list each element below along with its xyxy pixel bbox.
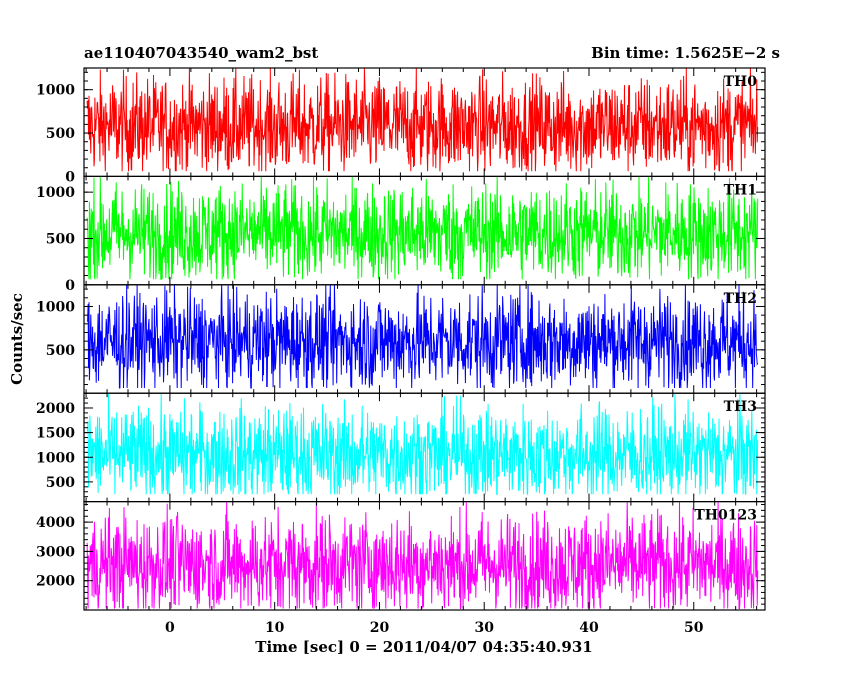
x-tick-label: 50	[684, 620, 704, 636]
y-tick-label: 1000	[36, 450, 75, 466]
panel-label-th1: TH1	[724, 182, 757, 198]
y-tick-label: 1000	[36, 83, 75, 99]
series-line-th3	[86, 393, 759, 496]
y-tick-label: 2000	[36, 574, 75, 590]
y-tick-label: 500	[46, 126, 75, 142]
y-tick-label: 500	[46, 231, 75, 247]
chart-title-left: ae110407043540_wam2_bst	[84, 44, 319, 62]
y-tick-label: 4000	[36, 515, 75, 531]
y-tick-label: 1500	[36, 426, 75, 442]
x-tick-label: 30	[474, 620, 494, 636]
panel-frame-th0123	[83, 501, 766, 611]
series-line-th0123	[86, 501, 759, 609]
x-axis-label: Time [sec] 0 = 2011/04/07 04:35:40.931	[255, 638, 593, 656]
panel-label-th3: TH3	[724, 399, 757, 415]
x-tick-label: 20	[370, 620, 390, 636]
x-tick-label: 10	[265, 620, 285, 636]
chart-title-right: Bin time: 1.5625E−2 s	[591, 44, 780, 62]
y-tick-label: 500	[46, 343, 75, 359]
y-tick-label: 500	[46, 475, 75, 491]
panel-label-th0: TH0	[724, 74, 758, 90]
x-tick-label: 40	[579, 620, 599, 636]
y-tick-label: 0	[65, 278, 75, 294]
x-tick-label: 0	[165, 620, 175, 636]
y-tick-label: 1000	[36, 299, 75, 315]
y-tick-label: 0	[65, 169, 75, 185]
y-tick-label: 2000	[36, 401, 75, 417]
series-line-th0	[86, 67, 759, 172]
y-tick-label: 1000	[36, 185, 75, 201]
panel-label-th0123: TH0123	[694, 508, 757, 524]
series-line-th2	[86, 284, 759, 389]
panel-label-th2: TH2	[724, 291, 757, 307]
y-tick-label: 3000	[36, 544, 75, 560]
series-line-th1	[86, 176, 759, 280]
